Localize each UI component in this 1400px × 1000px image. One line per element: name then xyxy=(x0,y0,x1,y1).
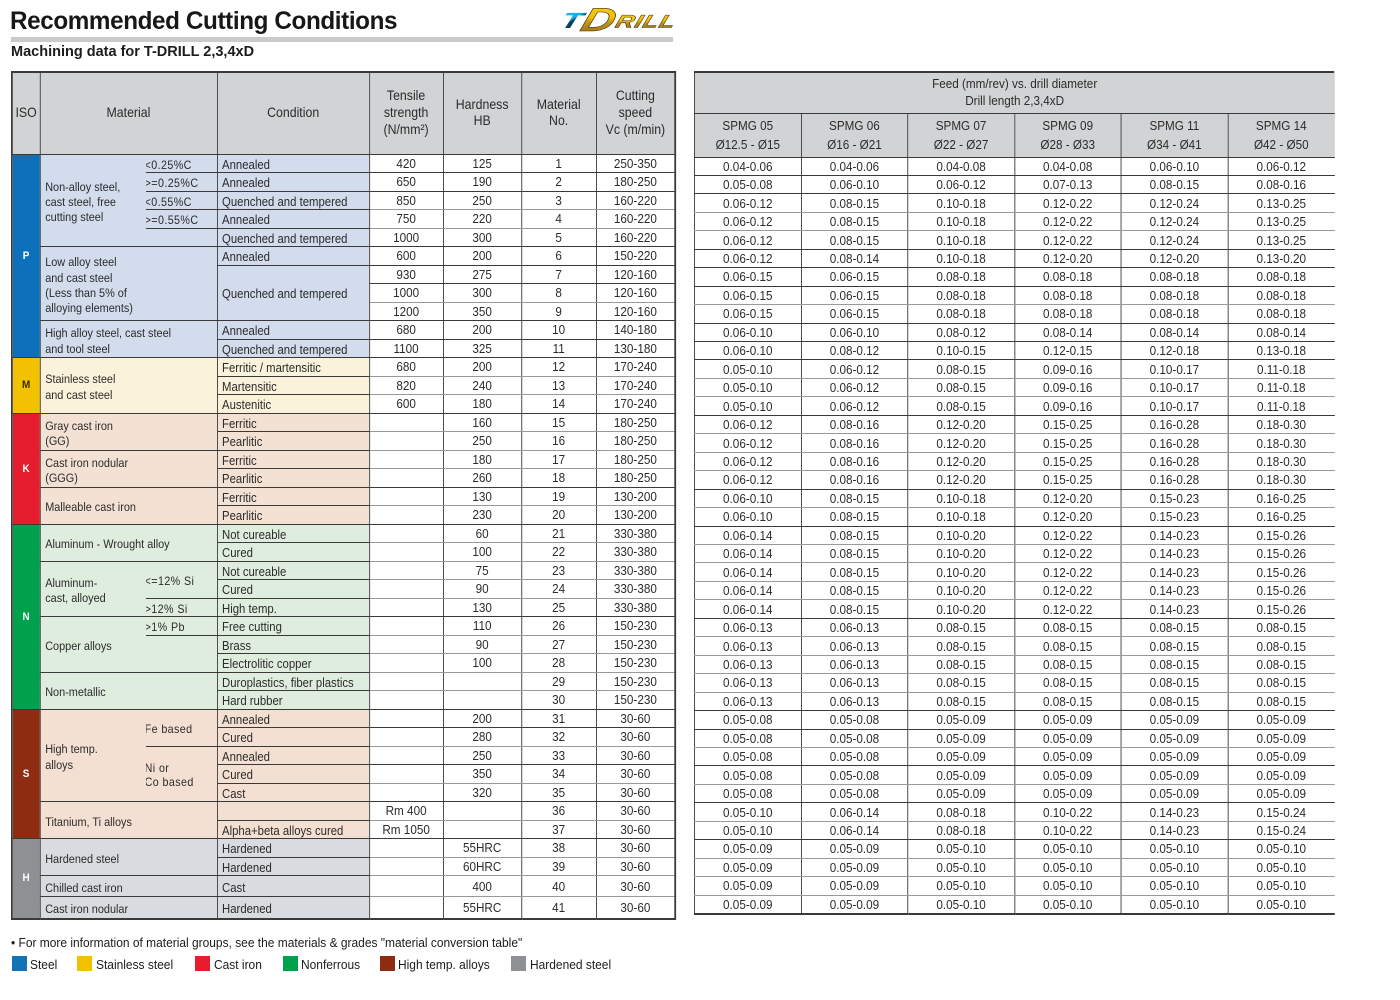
svg-text:RILL: RILL xyxy=(613,12,679,32)
